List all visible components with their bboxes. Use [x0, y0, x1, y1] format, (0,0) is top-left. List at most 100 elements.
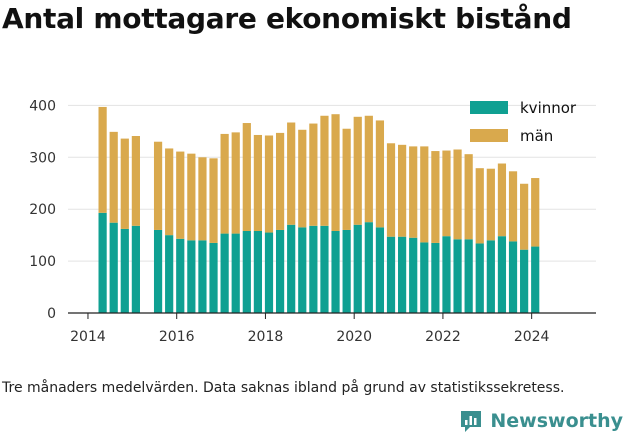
bar-kvinnor-1 — [109, 222, 118, 313]
bars — [98, 106, 540, 313]
bar-kvinnor-10 — [220, 233, 229, 313]
bar-kvinnor-21 — [342, 229, 351, 313]
bar-mn-7 — [187, 153, 196, 241]
bar-kvinnor-24 — [375, 227, 385, 313]
x-tick-label: 2020 — [336, 329, 372, 345]
brand-name: Newsworthy — [490, 410, 623, 432]
bar-kvinnor-3 — [131, 225, 140, 313]
bar-mn-11 — [231, 132, 240, 234]
bar-mn-1 — [109, 131, 118, 223]
bar-kvinnor-15 — [275, 229, 285, 313]
bar-mn-19 — [320, 115, 329, 226]
bar-mn-36 — [508, 171, 518, 242]
x-tick-label: 2018 — [248, 329, 284, 345]
bar-mn-9 — [209, 158, 218, 243]
chart-title: Antal mottagare ekonomiskt bistånd — [2, 2, 572, 35]
bar-mn-26 — [398, 144, 407, 237]
x-tick-label: 2022 — [425, 329, 461, 345]
bar-mn-12 — [242, 123, 251, 231]
legend-label: kvinnor — [520, 99, 577, 117]
x-tick-label: 2024 — [514, 329, 550, 345]
bar-mn-27 — [409, 146, 418, 238]
bar-kvinnor-27 — [409, 237, 418, 313]
bar-kvinnor-6 — [176, 238, 185, 313]
bar-kvinnor-13 — [253, 230, 263, 313]
bar-kvinnor-38 — [531, 246, 540, 313]
bar-mn-6 — [176, 151, 185, 239]
bar-kvinnor-16 — [287, 224, 296, 313]
chart-caption: Tre månaders medelvärden. Data saknas ib… — [2, 380, 565, 396]
bar-mn-15 — [275, 132, 285, 230]
bar-mn-21 — [342, 128, 351, 230]
bar-kvinnor-17 — [298, 227, 307, 313]
bar-mn-35 — [497, 163, 507, 237]
bar-mn-20 — [331, 114, 340, 231]
bar-mn-29 — [431, 151, 440, 243]
bar-kvinnor-8 — [198, 240, 207, 313]
legend-swatch — [470, 101, 508, 114]
bar-kvinnor-4 — [153, 229, 163, 313]
bar-mn-13 — [253, 134, 263, 231]
legend-label: män — [520, 127, 553, 145]
bar-kvinnor-18 — [309, 225, 318, 313]
bar-mn-22 — [353, 116, 362, 225]
bar-kvinnor-0 — [98, 212, 107, 313]
bar-kvinnor-23 — [364, 222, 373, 313]
legend-item-mn: män — [470, 127, 553, 145]
bar-kvinnor-31 — [453, 239, 462, 313]
bar-mn-31 — [453, 149, 462, 240]
y-tick-label: 0 — [47, 306, 56, 322]
bar-mn-32 — [464, 154, 473, 240]
bar-mn-23 — [364, 115, 373, 223]
bar-kvinnor-35 — [497, 236, 507, 313]
x-tick-label: 2014 — [70, 329, 106, 345]
bar-mn-33 — [475, 168, 484, 244]
x-tick-label: 2016 — [159, 329, 195, 345]
bar-kvinnor-29 — [431, 242, 440, 313]
bar-mn-0 — [98, 106, 107, 213]
bar-kvinnor-37 — [520, 249, 529, 313]
legend-item-kvinnor: kvinnor — [470, 99, 577, 117]
bar-mn-8 — [198, 157, 207, 241]
brand-logo: Newsworthy — [458, 408, 623, 434]
bar-mn-18 — [309, 123, 318, 226]
bar-kvinnor-14 — [264, 232, 274, 313]
bar-mn-3 — [131, 136, 140, 226]
bar-kvinnor-9 — [209, 242, 218, 313]
bar-kvinnor-25 — [386, 236, 396, 313]
bar-kvinnor-32 — [464, 239, 473, 313]
y-tick-label: 200 — [29, 202, 56, 218]
y-tick-label: 100 — [29, 254, 56, 270]
bar-kvinnor-30 — [442, 236, 451, 313]
bar-kvinnor-36 — [508, 241, 518, 313]
bar-mn-17 — [298, 129, 307, 228]
bar-kvinnor-12 — [242, 230, 251, 313]
bar-mn-28 — [420, 146, 429, 243]
bar-kvinnor-19 — [320, 225, 329, 313]
bar-mn-30 — [442, 150, 451, 237]
bar-mn-24 — [375, 120, 385, 228]
y-tick-label: 300 — [29, 150, 56, 166]
bar-mn-2 — [120, 138, 129, 229]
legend: kvinnor män — [470, 99, 577, 145]
newsworthy-logo-icon — [461, 411, 482, 432]
bar-mn-38 — [531, 178, 540, 247]
bar-kvinnor-2 — [120, 228, 129, 313]
bar-mn-14 — [264, 135, 274, 233]
bar-kvinnor-26 — [398, 236, 407, 313]
bar-kvinnor-11 — [231, 233, 240, 313]
bar-mn-5 — [165, 148, 174, 236]
bar-kvinnor-33 — [475, 243, 484, 313]
bar-mn-10 — [220, 133, 229, 234]
bar-kvinnor-5 — [165, 235, 174, 313]
bar-kvinnor-22 — [353, 224, 362, 313]
axes: 0 100 200 300 400 2014 2016 2018 2020 2022 2024 — [29, 98, 596, 345]
bar-kvinnor-20 — [331, 230, 340, 313]
legend-swatch — [470, 129, 508, 142]
bar-mn-16 — [287, 122, 296, 225]
bar-kvinnor-28 — [420, 242, 429, 313]
bar-kvinnor-34 — [486, 240, 495, 313]
bar-mn-25 — [386, 143, 396, 237]
bar-kvinnor-7 — [187, 240, 196, 313]
